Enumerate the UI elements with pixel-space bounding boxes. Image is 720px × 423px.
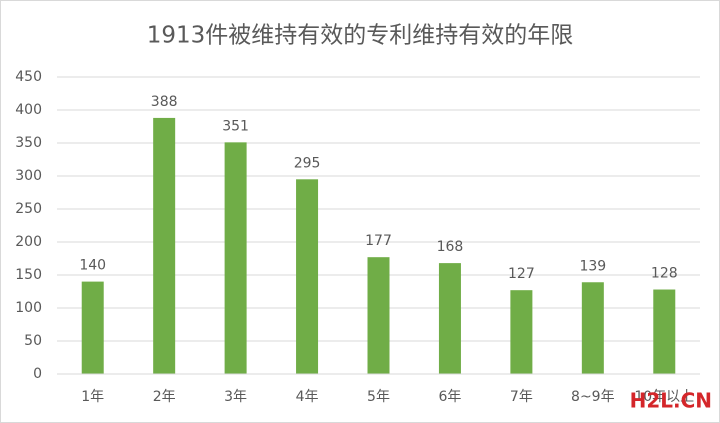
data-label: 168 <box>437 239 464 255</box>
y-tick-label: 200 <box>15 234 42 250</box>
x-tick-label: 2年 <box>153 389 176 405</box>
data-label: 388 <box>151 94 178 110</box>
bar <box>438 263 461 374</box>
bar <box>153 117 176 375</box>
x-tick-label: 3年 <box>224 389 247 405</box>
x-tick-label: 8~9年 <box>571 389 615 405</box>
data-label: 127 <box>508 266 535 282</box>
x-tick-label: 4年 <box>296 389 319 405</box>
bar <box>81 281 104 374</box>
bar <box>224 142 247 374</box>
y-tick-label: 450 <box>15 69 42 85</box>
data-label: 139 <box>579 258 606 274</box>
x-tick-label: 7年 <box>510 389 533 405</box>
x-tick-label: 5年 <box>367 389 390 405</box>
data-label: 351 <box>222 118 249 134</box>
y-tick-label: 400 <box>15 102 42 118</box>
y-tick-label: 250 <box>15 201 42 217</box>
y-tick-label: 350 <box>15 135 42 151</box>
bar <box>581 282 604 374</box>
x-tick-label: 1年 <box>81 389 104 405</box>
bar <box>510 290 533 374</box>
data-label: 295 <box>294 155 321 171</box>
watermark: H2L.CN <box>630 389 712 413</box>
y-tick-label: 50 <box>24 333 42 349</box>
x-tick-label: 6年 <box>438 389 461 405</box>
y-tick-label: 150 <box>15 267 42 283</box>
data-label: 177 <box>365 233 392 249</box>
chart-title: 1913件被维持有效的专利维持有效的年限 <box>147 23 574 49</box>
bar <box>653 289 676 374</box>
y-tick-label: 0 <box>33 366 42 382</box>
x-tick-label: 10年以上 <box>634 389 694 405</box>
y-tick-label: 300 <box>15 168 42 184</box>
data-label: 140 <box>79 258 106 274</box>
y-tick-label: 100 <box>15 300 42 316</box>
data-label: 128 <box>651 266 678 282</box>
bar <box>296 179 319 374</box>
bar <box>367 257 390 374</box>
